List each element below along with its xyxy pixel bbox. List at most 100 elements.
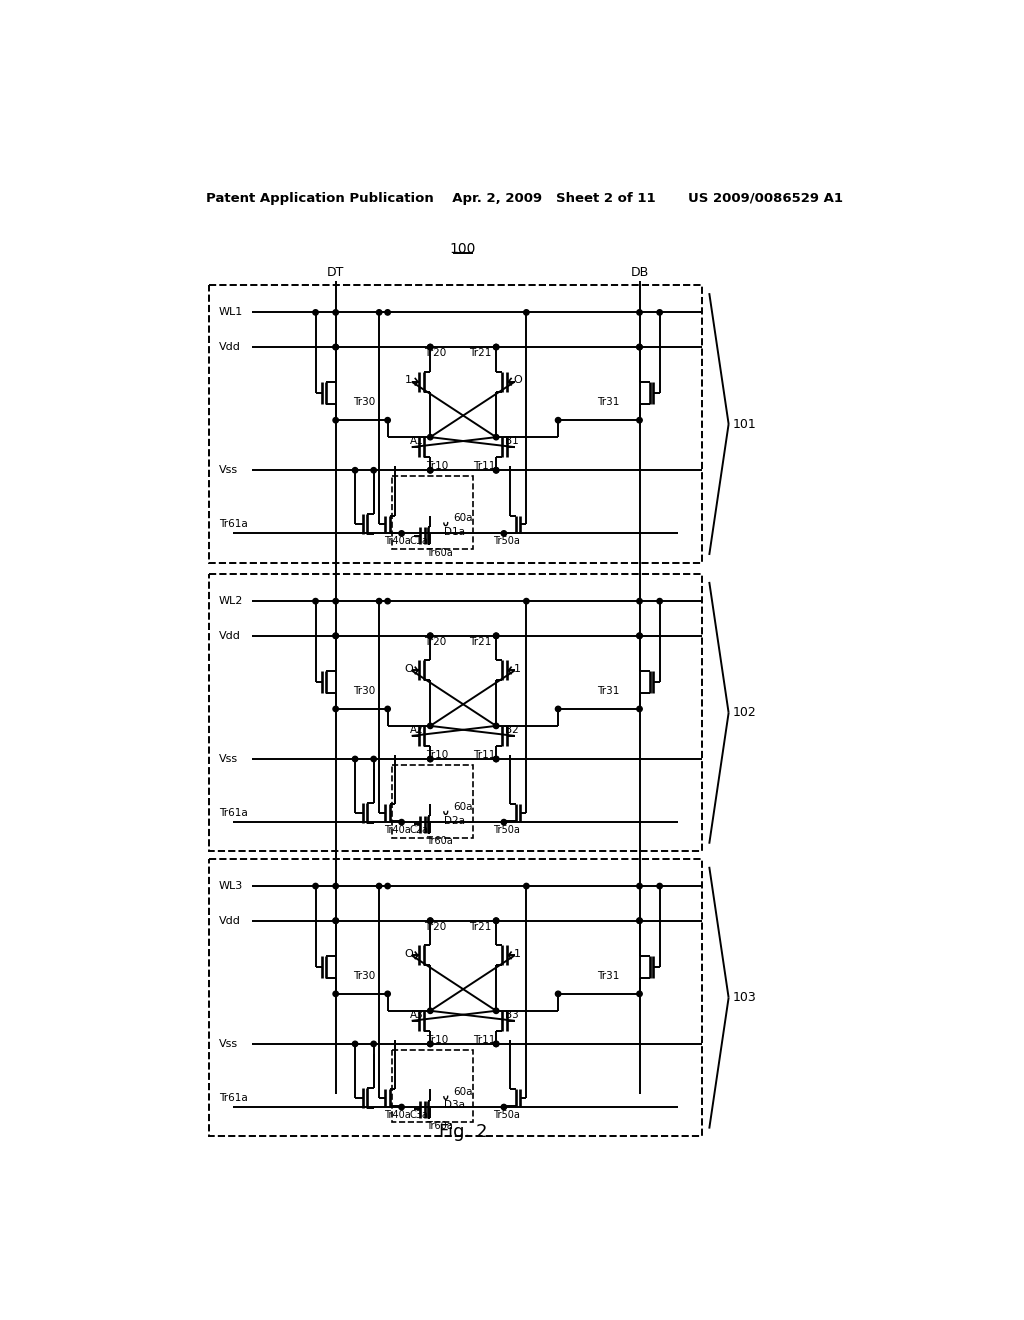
Circle shape bbox=[494, 917, 499, 924]
Circle shape bbox=[637, 345, 642, 350]
Circle shape bbox=[428, 467, 433, 473]
Circle shape bbox=[377, 883, 382, 888]
Circle shape bbox=[333, 706, 338, 711]
Text: Tr61a: Tr61a bbox=[219, 1093, 248, 1102]
Circle shape bbox=[494, 756, 499, 762]
Circle shape bbox=[333, 991, 338, 997]
Text: D1a: D1a bbox=[444, 527, 465, 537]
Circle shape bbox=[657, 883, 663, 888]
Text: Tr11: Tr11 bbox=[473, 462, 496, 471]
Circle shape bbox=[333, 417, 338, 422]
Circle shape bbox=[385, 598, 390, 603]
Text: O: O bbox=[513, 375, 522, 385]
Text: 101: 101 bbox=[732, 417, 756, 430]
Circle shape bbox=[399, 531, 404, 536]
Text: A2: A2 bbox=[410, 725, 423, 735]
Text: Tr61a: Tr61a bbox=[219, 808, 248, 818]
Circle shape bbox=[428, 345, 433, 350]
Circle shape bbox=[371, 756, 377, 762]
Text: Tr30: Tr30 bbox=[352, 397, 375, 408]
Circle shape bbox=[637, 917, 642, 924]
Circle shape bbox=[494, 756, 499, 762]
Bar bbox=[391, 477, 473, 549]
Text: D2a: D2a bbox=[444, 816, 465, 825]
Circle shape bbox=[385, 417, 390, 422]
Text: Tr11: Tr11 bbox=[473, 750, 496, 760]
Circle shape bbox=[523, 310, 529, 315]
Text: Tr40a: Tr40a bbox=[384, 1110, 411, 1119]
Circle shape bbox=[494, 434, 499, 440]
Circle shape bbox=[428, 756, 433, 762]
Circle shape bbox=[494, 345, 499, 350]
Text: Fig. 2: Fig. 2 bbox=[438, 1123, 487, 1142]
Bar bbox=[209, 574, 701, 851]
Text: 60a: 60a bbox=[454, 1086, 473, 1097]
Circle shape bbox=[333, 345, 338, 350]
Text: Tr21: Tr21 bbox=[469, 921, 492, 932]
Circle shape bbox=[428, 917, 433, 924]
Circle shape bbox=[637, 706, 642, 711]
Text: 1: 1 bbox=[514, 664, 521, 675]
Text: Vdd: Vdd bbox=[219, 916, 241, 925]
Text: Tr10: Tr10 bbox=[426, 462, 449, 471]
Circle shape bbox=[494, 1041, 499, 1047]
Circle shape bbox=[428, 634, 433, 639]
Circle shape bbox=[385, 310, 390, 315]
Text: DB: DB bbox=[631, 265, 648, 279]
Circle shape bbox=[657, 598, 663, 603]
Circle shape bbox=[555, 417, 561, 422]
Text: Tr60a: Tr60a bbox=[426, 837, 454, 846]
Circle shape bbox=[494, 634, 499, 639]
Circle shape bbox=[637, 598, 642, 603]
Text: 1: 1 bbox=[406, 375, 412, 385]
Circle shape bbox=[637, 345, 642, 350]
Text: Patent Application Publication    Apr. 2, 2009   Sheet 2 of 11       US 2009/008: Patent Application Publication Apr. 2, 2… bbox=[206, 191, 844, 205]
Circle shape bbox=[657, 310, 663, 315]
Text: Tr61a: Tr61a bbox=[219, 519, 248, 529]
Text: Vss: Vss bbox=[219, 1039, 238, 1049]
Circle shape bbox=[637, 634, 642, 639]
Text: A3: A3 bbox=[410, 1010, 423, 1019]
Circle shape bbox=[333, 917, 338, 924]
Circle shape bbox=[637, 310, 642, 315]
Circle shape bbox=[494, 467, 499, 473]
Circle shape bbox=[428, 1008, 433, 1014]
Text: Tr20: Tr20 bbox=[424, 921, 446, 932]
Text: 60a: 60a bbox=[454, 513, 473, 523]
Circle shape bbox=[385, 991, 390, 997]
Circle shape bbox=[399, 1105, 404, 1110]
Circle shape bbox=[352, 756, 357, 762]
Circle shape bbox=[501, 531, 507, 536]
Circle shape bbox=[333, 345, 338, 350]
Text: B2: B2 bbox=[505, 725, 518, 735]
Circle shape bbox=[333, 883, 338, 888]
Circle shape bbox=[637, 917, 642, 924]
Circle shape bbox=[555, 991, 561, 997]
Text: A1: A1 bbox=[410, 436, 423, 446]
Text: Tr21: Tr21 bbox=[469, 638, 492, 647]
Circle shape bbox=[313, 310, 318, 315]
Circle shape bbox=[371, 1041, 377, 1047]
Circle shape bbox=[333, 310, 338, 315]
Circle shape bbox=[333, 634, 338, 639]
Text: B3: B3 bbox=[505, 1010, 518, 1019]
Text: WL2: WL2 bbox=[219, 597, 243, 606]
Text: 100: 100 bbox=[450, 243, 476, 256]
Text: Tr40a: Tr40a bbox=[384, 825, 411, 834]
Circle shape bbox=[494, 345, 499, 350]
Text: 60a: 60a bbox=[454, 801, 473, 812]
Circle shape bbox=[428, 634, 433, 639]
Circle shape bbox=[313, 598, 318, 603]
Text: Vdd: Vdd bbox=[219, 342, 241, 352]
Text: Vss: Vss bbox=[219, 754, 238, 764]
Text: WL3: WL3 bbox=[219, 880, 243, 891]
Text: C2a: C2a bbox=[410, 825, 428, 834]
Text: Tr31: Tr31 bbox=[597, 686, 620, 696]
Text: O: O bbox=[404, 949, 413, 958]
Circle shape bbox=[523, 883, 529, 888]
Circle shape bbox=[352, 1041, 357, 1047]
Circle shape bbox=[494, 634, 499, 639]
Circle shape bbox=[494, 723, 499, 729]
Text: 102: 102 bbox=[732, 706, 756, 719]
Circle shape bbox=[428, 723, 433, 729]
